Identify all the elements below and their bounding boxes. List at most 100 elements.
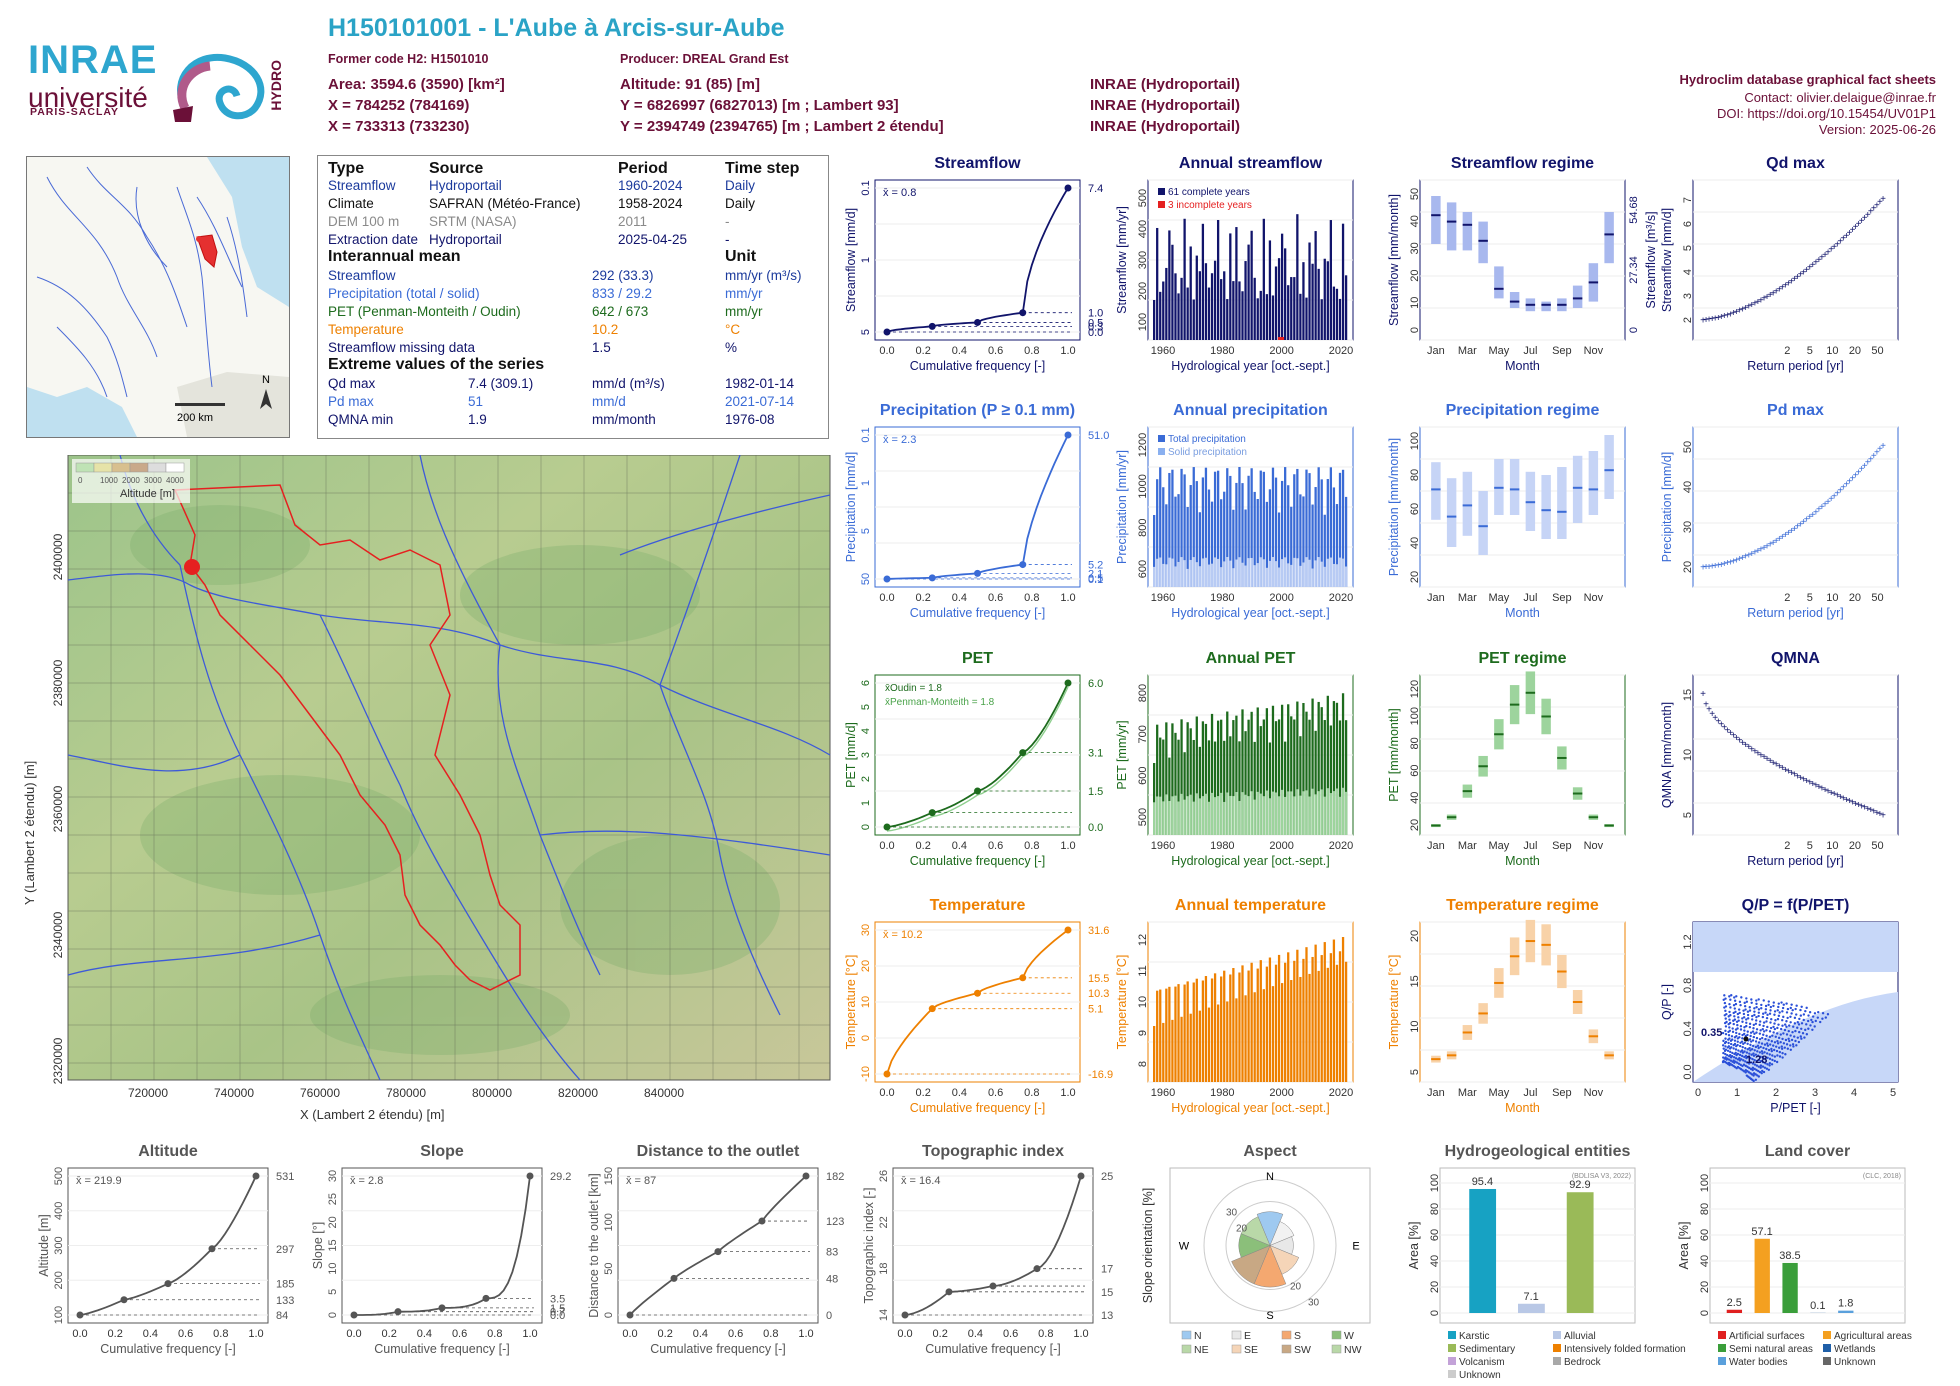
bigmap-ylabel: Y (Lambert 2 étendu) [m] bbox=[22, 761, 37, 905]
regime-title: Precipitation regime bbox=[1446, 402, 1600, 419]
annual-bar-secondary bbox=[1311, 788, 1314, 835]
altitude-legend-tick: 2000 bbox=[122, 476, 140, 485]
annual-bar bbox=[1305, 947, 1308, 1082]
annual-bar bbox=[1201, 721, 1205, 835]
left-tick-label: 50 bbox=[860, 573, 872, 585]
qp-point bbox=[1811, 1015, 1815, 1018]
tick-label: 40 bbox=[1429, 1255, 1441, 1267]
qp-point bbox=[1753, 1013, 1756, 1017]
annual-bar-secondary bbox=[1153, 802, 1156, 835]
annual-bar bbox=[1241, 709, 1244, 835]
tick-label: 60 bbox=[1429, 1229, 1441, 1241]
qp-point bbox=[1790, 1003, 1793, 1006]
qp-point bbox=[1779, 1027, 1783, 1031]
data-point: + bbox=[1801, 774, 1807, 785]
qp-point bbox=[1726, 1049, 1730, 1052]
qp-point bbox=[1745, 1018, 1748, 1021]
data-point: + bbox=[1792, 770, 1798, 781]
data-point: + bbox=[1728, 557, 1734, 568]
annual-bar-secondary bbox=[1171, 558, 1174, 587]
qp-point bbox=[1756, 1044, 1760, 1048]
annual-bar bbox=[1259, 290, 1262, 340]
qp-point bbox=[1765, 1034, 1768, 1038]
left-tick-label: 0.1 bbox=[860, 427, 872, 442]
qp-point bbox=[1721, 1044, 1725, 1047]
qp-point bbox=[1773, 1041, 1777, 1044]
annual-bar bbox=[1332, 487, 1336, 587]
axis-label: Temperature [°C] bbox=[844, 955, 858, 1050]
info-row: 2025-04-25 bbox=[618, 232, 688, 247]
source-2: INRAE (Hydroportail) bbox=[1090, 97, 1240, 114]
qp-point bbox=[1771, 1054, 1774, 1057]
tick-label: 20 bbox=[1409, 819, 1421, 831]
annual-bar bbox=[1259, 726, 1262, 835]
annual-bar-secondary bbox=[1326, 558, 1329, 587]
annual-bar bbox=[1293, 719, 1296, 835]
qp-point bbox=[1763, 1043, 1767, 1046]
qp-point bbox=[1746, 1042, 1749, 1045]
qp-point bbox=[1792, 1045, 1795, 1048]
annual-bar bbox=[1302, 703, 1305, 835]
annual-bar bbox=[1210, 501, 1214, 587]
right-tick-label: 0.7 bbox=[550, 1307, 565, 1319]
info-h-step: Time step bbox=[725, 160, 800, 177]
data-point: + bbox=[1761, 543, 1767, 554]
qp-point bbox=[1773, 1010, 1777, 1013]
annual-bar bbox=[1220, 719, 1223, 835]
data-point: + bbox=[1874, 448, 1880, 459]
qp-point bbox=[1757, 1065, 1760, 1068]
tick-label: 1200 bbox=[1137, 433, 1149, 457]
annual-bar-secondary bbox=[1207, 801, 1211, 835]
info-row: Daily bbox=[725, 196, 756, 211]
qp-point bbox=[1786, 1047, 1790, 1050]
qp-point bbox=[1743, 1001, 1746, 1005]
ext-row: 1.9 bbox=[468, 412, 487, 427]
category-legend-label: Unknown bbox=[1459, 1370, 1501, 1381]
annual-bar-secondary bbox=[1213, 797, 1217, 835]
annual-bar bbox=[1168, 757, 1171, 835]
qp-point bbox=[1755, 1005, 1758, 1009]
qp-point bbox=[1734, 1060, 1737, 1063]
qp-point bbox=[1737, 1016, 1740, 1019]
credits-doi[interactable]: DOI: https://doi.org/10.15454/UV01P1 bbox=[1717, 106, 1936, 121]
quantile-point bbox=[928, 809, 936, 817]
category-legend-swatch bbox=[1448, 1370, 1456, 1378]
annual-bar-secondary bbox=[1192, 557, 1195, 587]
location-map: 200 km N bbox=[26, 156, 290, 438]
annual-bar bbox=[1250, 962, 1253, 1082]
annual-bar bbox=[1256, 298, 1259, 340]
data-point: + bbox=[1810, 260, 1816, 271]
annual-bar-secondary bbox=[1232, 568, 1235, 587]
qp-point bbox=[1790, 1038, 1794, 1042]
annual-bar-secondary bbox=[1192, 801, 1195, 835]
annual-bar bbox=[1220, 499, 1223, 587]
annual-bar bbox=[1177, 984, 1180, 1082]
qp-point bbox=[1783, 1023, 1787, 1026]
qp-point bbox=[1722, 998, 1725, 1001]
tick-label: Mar bbox=[1458, 592, 1477, 604]
annual-bar bbox=[1250, 230, 1253, 340]
bar-value-label: 1.8 bbox=[1838, 1298, 1853, 1310]
annual-bar-secondary bbox=[1302, 791, 1305, 835]
tick-label: 400 bbox=[1137, 220, 1149, 238]
annual-bar bbox=[1216, 1004, 1220, 1082]
annual-bar-secondary bbox=[1284, 557, 1287, 587]
credits-contact[interactable]: Contact: olivier.delaigue@inrae.fr bbox=[1744, 90, 1936, 105]
tick-label: Nov bbox=[1584, 345, 1604, 357]
category-legend-label: Sedimentary bbox=[1459, 1344, 1515, 1355]
qp-point bbox=[1733, 996, 1736, 999]
qp-point bbox=[1730, 1046, 1733, 1049]
axis-label: Hydrological year [oct.-sept.] bbox=[1171, 1101, 1329, 1115]
mean-row: mm/yr (m³/s) bbox=[725, 268, 802, 283]
annual-bar bbox=[1159, 737, 1162, 835]
qp-point bbox=[1785, 1002, 1788, 1005]
left-tick-label: 4 bbox=[860, 728, 872, 734]
annual-bar bbox=[1274, 721, 1278, 835]
qp-point bbox=[1752, 1054, 1756, 1057]
category-legend-swatch bbox=[1553, 1331, 1561, 1339]
axis-label: Streamflow [mm/d] bbox=[844, 208, 858, 312]
data-point: + bbox=[1804, 265, 1810, 276]
data-point: + bbox=[1770, 288, 1776, 299]
annual-bar bbox=[1226, 1001, 1229, 1082]
tick-label: 20 bbox=[1682, 561, 1694, 573]
